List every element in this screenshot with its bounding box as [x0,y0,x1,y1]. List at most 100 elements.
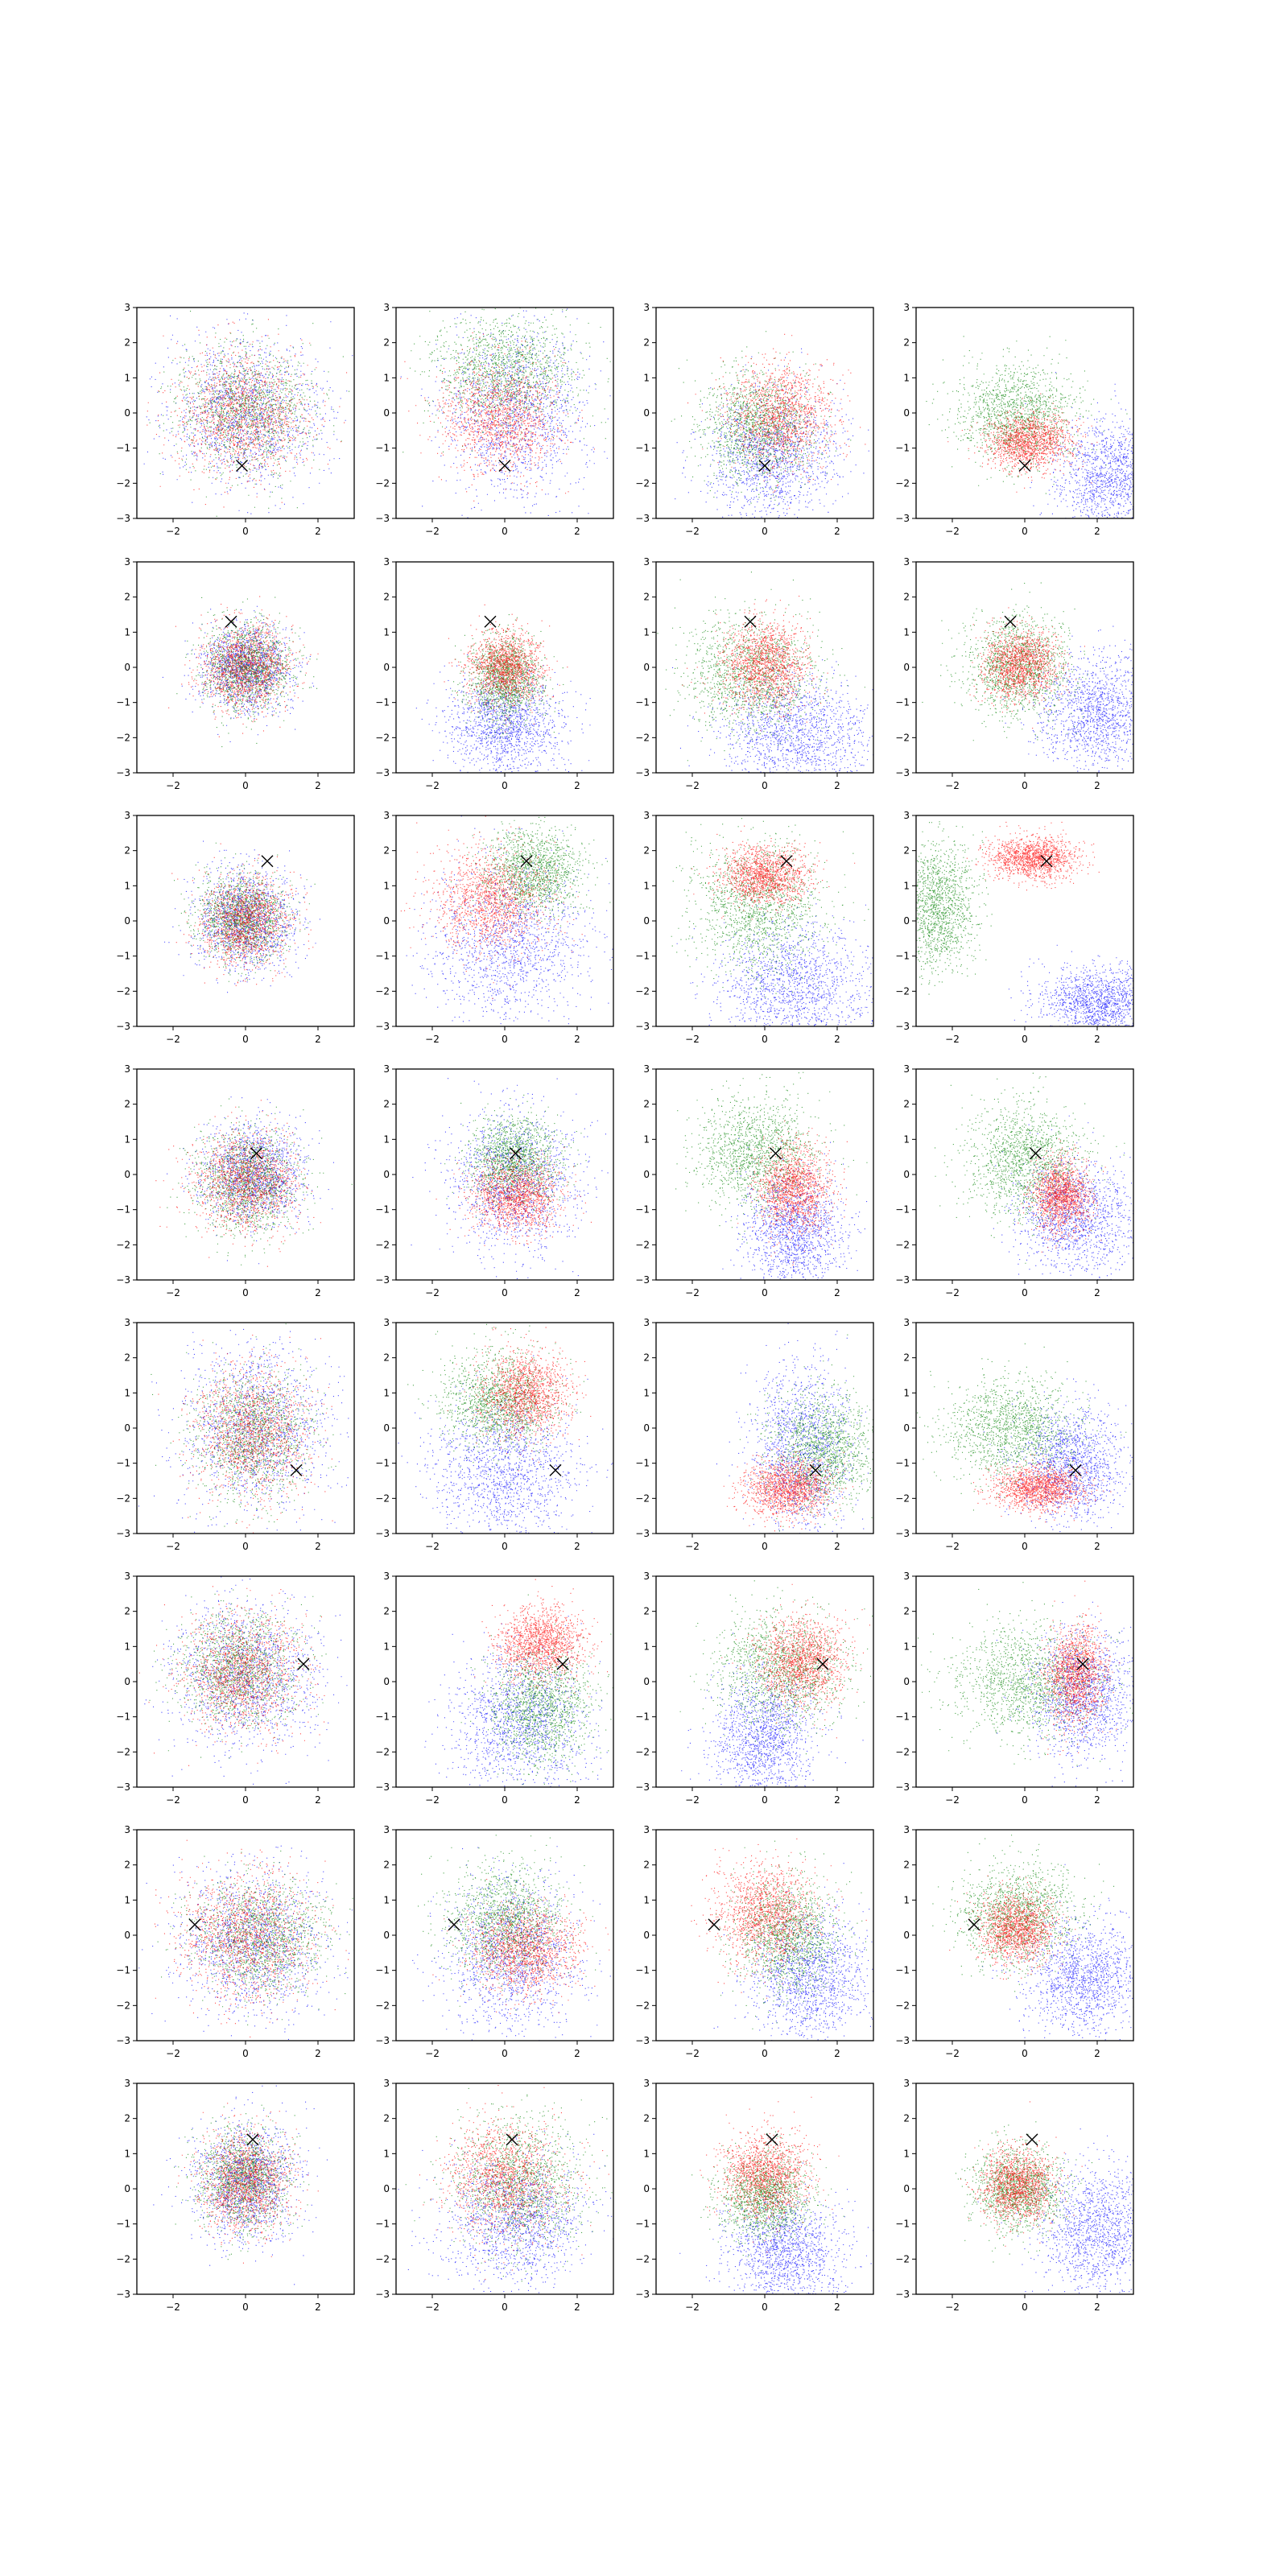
scatter-panel-r4-c2: −2 0 2 −3 −2 −1 0 1 2 3 [375,1063,614,1298]
point-cloud [955,2101,1133,2294]
y-tick-label: −3 [635,1021,650,1032]
y-tick-label: −3 [116,1781,130,1793]
y-tick-label: 2 [383,1606,390,1617]
series-points-blue [1008,944,1133,1026]
y-tick-label: 3 [643,810,650,821]
x-tick-label: 0 [762,2301,768,2313]
x-tick-label: 2 [574,526,580,537]
scatter-panel-r6-c4: −2 0 2 −3 −2 −1 0 1 2 3 [895,1571,1134,1806]
y-tick-label: 0 [903,407,910,419]
series-points-blue [1025,372,1133,518]
point-cloud [671,818,873,1026]
y-tick-label: −1 [635,1458,650,1469]
y-tick-label: −3 [895,767,910,778]
point-cloud [138,1576,354,1785]
y-tick-label: −1 [116,1458,130,1469]
point-cloud [922,582,1133,773]
series-points-green [918,1582,1133,1766]
x-tick-label: 0 [242,2048,249,2059]
x-tick-label: −2 [945,1034,960,1045]
y-tick-label: 0 [643,662,650,673]
axes-frame [136,815,355,1027]
x-tick-label: 2 [1094,1034,1100,1045]
x-tick-label: 2 [315,780,321,791]
series-points-blue [1002,625,1133,773]
scatter-panel-r1-c1: −2 0 2 −3 −2 −1 0 1 2 3 [116,302,355,537]
y-tick-label: 3 [124,1824,130,1835]
axes-frame [655,1575,874,1788]
x-tick-label: −2 [425,2048,440,2059]
x-marker-icon [250,1147,262,1160]
point-cloud [657,572,873,773]
series-points-red [154,1839,349,2037]
x-tick-label: 2 [1094,1287,1100,1298]
y-tick-label: 3 [383,1824,390,1835]
x-tick-label: 0 [502,2048,508,2059]
y-tick-label: 3 [124,302,130,313]
y-tick-label: 3 [903,556,910,568]
y-tick-label: 2 [124,1099,130,1110]
x-tick-label: 2 [574,1287,580,1298]
x-marker-icon [297,1657,310,1670]
y-tick-label: −1 [375,697,390,708]
x-tick-label: 2 [315,1287,321,1298]
y-tick-label: 2 [903,2113,910,2124]
y-tick-label: 0 [383,1169,390,1180]
series-points-green [691,2131,844,2272]
x-tick-label: 2 [574,2048,580,2059]
series-points-blue [411,1078,609,1280]
y-tick-label: −1 [635,1965,650,1976]
series-points-red [155,1100,321,1267]
y-tick-label: −3 [895,1528,910,1539]
axes-frame [395,1322,614,1534]
series-points-red [682,596,828,732]
y-tick-label: 3 [643,1824,650,1835]
scatter-panel-r4-c1: −2 0 2 −3 −2 −1 0 1 2 3 [116,1063,355,1298]
y-tick-label: 0 [643,915,650,927]
y-tick-label: 0 [903,662,910,673]
y-tick-label: −2 [895,2253,910,2264]
series-points-green [932,1835,1115,1992]
y-tick-label: 1 [383,626,390,638]
y-tick-label: 3 [383,2078,390,2089]
x-tick-label: −2 [425,1034,440,1045]
series-points-green [452,614,564,743]
y-tick-label: 2 [643,1606,650,1617]
y-tick-label: 1 [643,372,650,383]
y-tick-label: −3 [375,767,390,778]
x-tick-label: 0 [242,1794,249,1806]
x-tick-label: 0 [762,1794,768,1806]
y-tick-label: 2 [643,2113,650,2124]
y-tick-label: −2 [116,1492,130,1504]
y-tick-label: 3 [903,1824,910,1835]
x-tick-label: −2 [945,1541,960,1552]
y-tick-label: 1 [643,880,650,891]
series-points-blue [990,1601,1133,1787]
y-tick-label: 0 [903,2183,910,2194]
series-points-green [167,1098,353,1265]
axes-frame [915,307,1134,519]
y-tick-label: −2 [375,1746,390,1757]
x-marker-icon [1004,615,1017,628]
scatter-panel-r4-c3: −2 0 2 −3 −2 −1 0 1 2 3 [635,1063,874,1298]
y-tick-label: −2 [895,2000,910,2011]
x-marker-icon [225,615,237,628]
x-tick-label: 0 [762,1034,768,1045]
y-tick-label: 2 [383,1860,390,1871]
y-tick-label: −1 [116,951,130,962]
x-tick-label: −2 [166,2048,180,2059]
x-marker-icon [236,460,248,472]
series-points-green [402,308,611,453]
x-tick-label: 0 [502,526,508,537]
y-tick-label: 0 [643,1676,650,1687]
y-tick-label: −1 [116,443,130,454]
y-tick-label: 0 [643,407,650,419]
x-tick-label: −2 [945,526,960,537]
y-tick-label: −3 [895,2289,910,2300]
series-points-red [966,821,1100,891]
y-tick-label: 3 [383,1063,390,1075]
x-tick-label: −2 [425,2301,440,2313]
x-tick-label: 0 [762,1541,768,1552]
x-tick-label: 2 [574,2301,580,2313]
y-tick-label: −3 [375,1274,390,1286]
